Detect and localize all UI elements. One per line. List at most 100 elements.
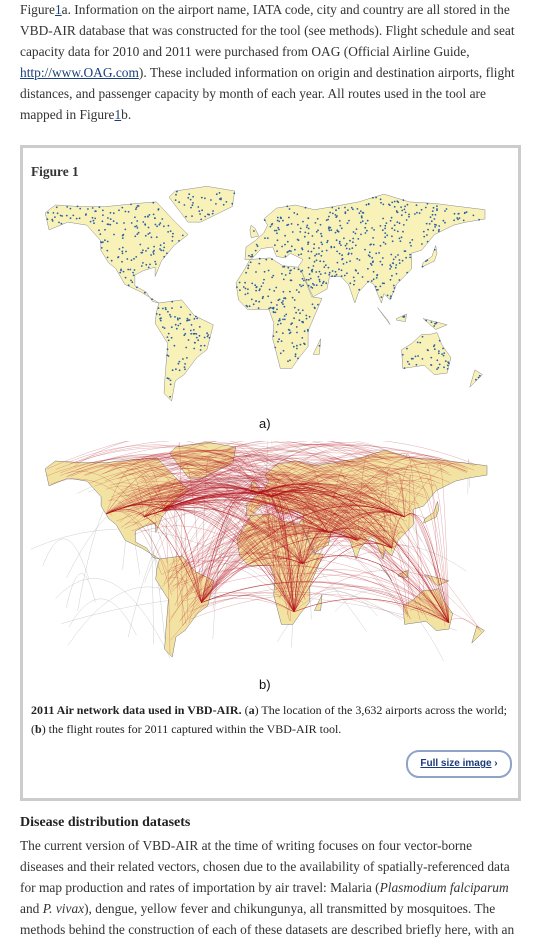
route-line [258, 488, 334, 517]
text: Figure [20, 2, 55, 17]
airport-dot [430, 220, 433, 223]
route-line [270, 493, 295, 612]
airport-dot [340, 269, 343, 272]
airport-dot [442, 354, 445, 357]
route-line [271, 456, 387, 497]
airport-dot [150, 236, 153, 239]
route-line [287, 561, 304, 616]
route-line [123, 473, 144, 479]
route-line [261, 528, 358, 541]
airport-dot [121, 237, 124, 239]
route-line [144, 499, 450, 623]
route-line [221, 452, 327, 534]
full-size-button[interactable]: Full size image › [406, 750, 512, 778]
airport-dot [349, 282, 352, 285]
airport-dot [381, 229, 384, 232]
route-line [295, 459, 405, 518]
airport-dot [264, 237, 266, 239]
airport-dot [175, 327, 178, 330]
airport-dot [127, 268, 130, 271]
route-line [437, 462, 450, 623]
airport-dot [361, 276, 364, 278]
airport-dot [204, 215, 207, 218]
airport-dot [72, 214, 75, 217]
airport-dot [364, 232, 367, 234]
airport-dot [160, 249, 163, 252]
route-line [267, 495, 272, 550]
airport-dot [176, 317, 179, 320]
airport-dot [318, 270, 321, 273]
airport-dot [319, 260, 322, 263]
route-line [163, 496, 329, 533]
airport-dot [150, 254, 152, 256]
airport-dot [382, 203, 385, 206]
route-line [163, 496, 328, 533]
section-heading: Disease distribution datasets [20, 815, 191, 830]
airport-dot [130, 279, 132, 282]
route-line [163, 486, 405, 518]
route-line [144, 504, 301, 535]
route-line [258, 484, 450, 623]
airport-dot [299, 284, 301, 286]
route-line [288, 547, 295, 612]
airport-dot [444, 360, 447, 362]
route-line [191, 503, 405, 573]
airport-dot [121, 250, 124, 253]
airport-dot [163, 246, 166, 249]
airport-dot [130, 259, 133, 261]
airport-dot [127, 284, 130, 287]
route-line [114, 448, 424, 490]
airport-dot [166, 252, 168, 255]
route-line [175, 489, 297, 567]
airport-dot [182, 358, 184, 360]
airport-dot [352, 208, 354, 211]
airport-dot [135, 225, 138, 227]
airport-dot [252, 303, 255, 306]
airport-dot [397, 254, 399, 256]
route-line [137, 464, 180, 499]
airport-dot [59, 214, 62, 217]
route-line [201, 505, 405, 603]
airport-dot [276, 232, 278, 235]
route-line [163, 501, 304, 564]
airport-dot [233, 192, 236, 195]
airport-dot [215, 193, 218, 196]
url-link[interactable]: http://www.OAG.com [20, 65, 139, 80]
route-line [144, 500, 172, 518]
route-line [404, 513, 450, 623]
route-line [258, 484, 450, 623]
route-line [206, 490, 259, 589]
airport-dot [364, 226, 367, 229]
landmass [378, 563, 393, 581]
airport-dot [170, 336, 173, 339]
route-line [143, 460, 358, 541]
airport-dot [367, 202, 370, 205]
airport-dot [289, 290, 291, 293]
airport-dot [293, 317, 295, 320]
route-line [106, 484, 405, 518]
route-line [144, 490, 270, 518]
figure-link[interactable]: 1 [114, 107, 122, 122]
route-line [270, 493, 295, 612]
airport-dot [145, 263, 148, 266]
figure-link[interactable]: 1 [54, 2, 62, 17]
airport-dot [346, 222, 349, 224]
airport-dot [341, 257, 344, 260]
route-line [75, 445, 358, 541]
airport-dot [315, 259, 318, 262]
route-line [156, 469, 273, 513]
airport-dot [478, 218, 480, 221]
route-line [352, 534, 358, 541]
airport-dot [130, 222, 133, 224]
airport-dot [458, 217, 461, 219]
airport-dot [161, 218, 164, 220]
route-line [106, 491, 392, 549]
airport-dot [430, 364, 433, 366]
airport-dot [56, 212, 59, 215]
route-line [258, 489, 295, 612]
route-line [170, 527, 358, 578]
route-line [69, 441, 395, 515]
airport-dot [336, 250, 338, 253]
route-line [109, 482, 164, 510]
route-line [350, 471, 439, 498]
